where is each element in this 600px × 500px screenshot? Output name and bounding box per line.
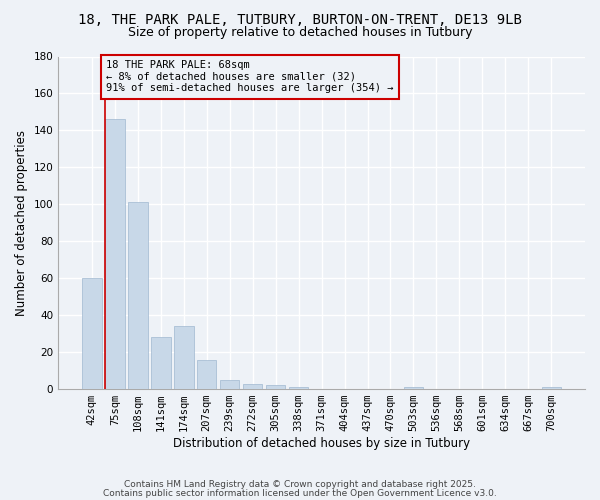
- Bar: [151, 338, 170, 389]
- Text: 18, THE PARK PALE, TUTBURY, BURTON-ON-TRENT, DE13 9LB: 18, THE PARK PALE, TUTBURY, BURTON-ON-TR…: [78, 12, 522, 26]
- Bar: [289, 387, 308, 389]
- Text: Contains HM Land Registry data © Crown copyright and database right 2025.: Contains HM Land Registry data © Crown c…: [124, 480, 476, 489]
- Bar: [197, 360, 217, 389]
- Bar: [542, 387, 561, 389]
- Bar: [128, 202, 148, 389]
- Bar: [220, 380, 239, 389]
- Bar: [404, 387, 423, 389]
- Text: Size of property relative to detached houses in Tutbury: Size of property relative to detached ho…: [128, 26, 472, 39]
- Bar: [266, 386, 286, 389]
- Y-axis label: Number of detached properties: Number of detached properties: [15, 130, 28, 316]
- Bar: [174, 326, 194, 389]
- Bar: [243, 384, 262, 389]
- Bar: [82, 278, 101, 389]
- Text: 18 THE PARK PALE: 68sqm
← 8% of detached houses are smaller (32)
91% of semi-det: 18 THE PARK PALE: 68sqm ← 8% of detached…: [106, 60, 394, 94]
- X-axis label: Distribution of detached houses by size in Tutbury: Distribution of detached houses by size …: [173, 437, 470, 450]
- Bar: [105, 120, 125, 389]
- Text: Contains public sector information licensed under the Open Government Licence v3: Contains public sector information licen…: [103, 489, 497, 498]
